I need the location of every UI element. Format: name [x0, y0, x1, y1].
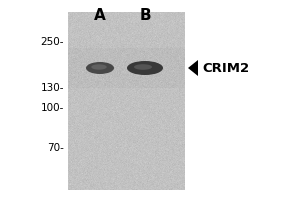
Text: 130-: 130- — [40, 83, 64, 93]
Ellipse shape — [134, 64, 152, 70]
Text: 70-: 70- — [47, 143, 64, 153]
Ellipse shape — [86, 62, 114, 74]
Text: A: A — [94, 8, 106, 23]
Polygon shape — [188, 60, 198, 76]
Text: CRIM2: CRIM2 — [202, 62, 249, 74]
Text: B: B — [139, 8, 151, 23]
Text: 250-: 250- — [40, 37, 64, 47]
Ellipse shape — [127, 61, 163, 75]
Ellipse shape — [91, 64, 107, 70]
Text: 100-: 100- — [40, 103, 64, 113]
